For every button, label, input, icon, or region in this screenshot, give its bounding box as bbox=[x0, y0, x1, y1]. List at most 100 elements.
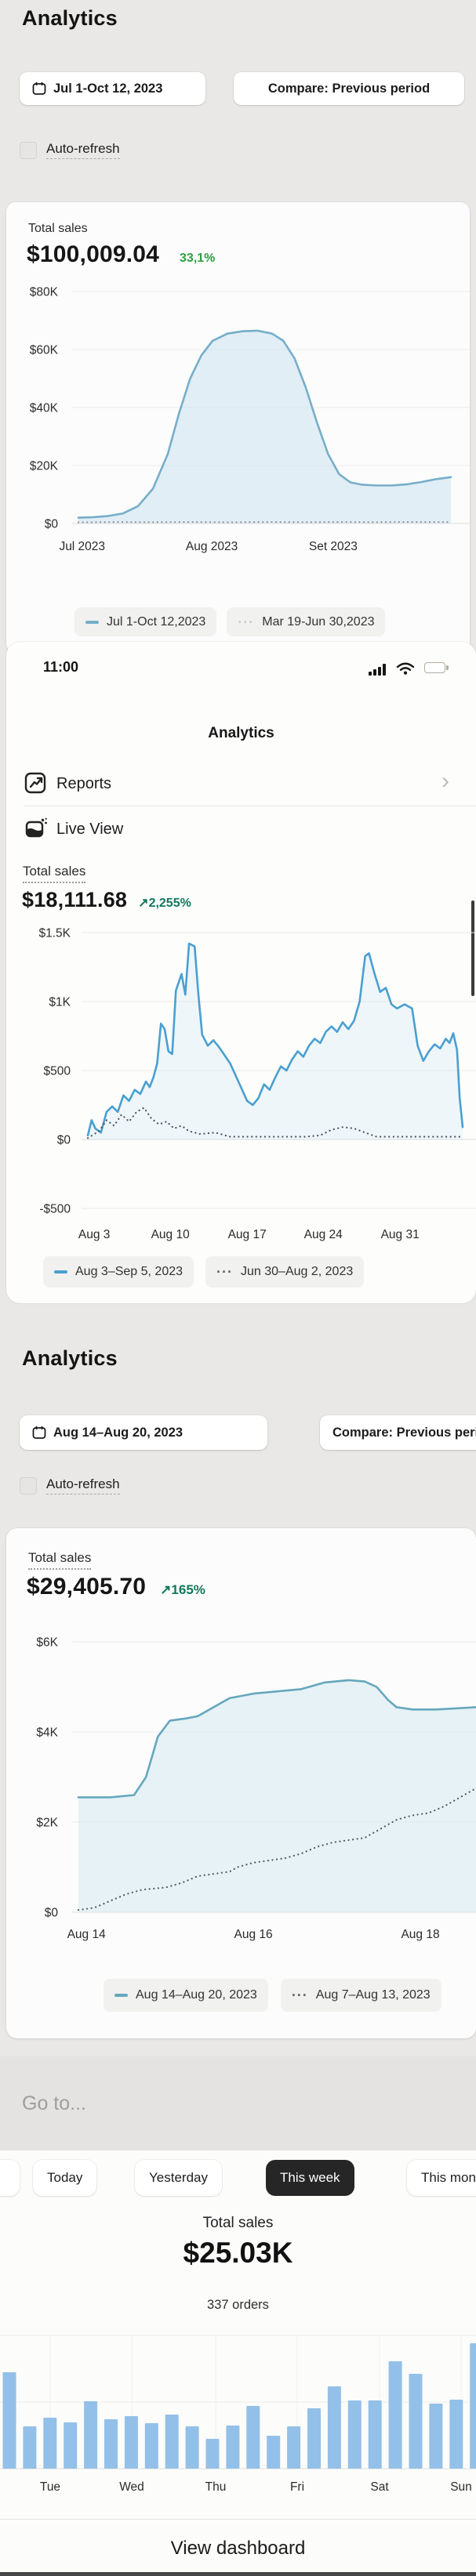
svg-text:$0: $0 bbox=[45, 1907, 59, 1920]
calendar-icon bbox=[32, 1426, 46, 1440]
mobile-screen-panel: 11:00 Analytics Reports bbox=[6, 642, 476, 1303]
metric-value: $18,111.68 bbox=[22, 888, 128, 911]
battery-icon bbox=[424, 662, 449, 673]
date-range-button[interactable]: Aug 14–Aug 20, 2023 bbox=[20, 1415, 267, 1450]
solid-line-swatch bbox=[114, 1994, 128, 1997]
pill-this-week[interactable]: This week bbox=[266, 2160, 354, 2196]
legend-current-period[interactable]: Aug 3–Sep 5, 2023 bbox=[43, 1256, 194, 1288]
signal-strength-icon bbox=[369, 664, 386, 676]
svg-text:$20K: $20K bbox=[30, 460, 59, 473]
metric-label: Total sales bbox=[28, 222, 88, 235]
legend-current-period[interactable]: Aug 14–Aug 20, 2023 bbox=[104, 1979, 268, 2012]
legend-label: Aug 14–Aug 20, 2023 bbox=[136, 1988, 257, 2002]
svg-text:Sat: Sat bbox=[370, 2480, 389, 2494]
total-sales-card-1: Total sales $100,009.04 33,1% $80K $60K $4… bbox=[6, 202, 470, 653]
legend-previous-period[interactable]: ··· Jun 30–Aug 2, 2023 bbox=[205, 1256, 365, 1288]
compare-button[interactable]: Compare: Previous period bbox=[234, 72, 464, 105]
svg-text:$6K: $6K bbox=[36, 1636, 58, 1650]
legend-label: Jun 30–Aug 2, 2023 bbox=[241, 1265, 354, 1278]
svg-text:Set 2023: Set 2023 bbox=[309, 540, 358, 553]
legend-previous-period[interactable]: ··· Aug 7–Aug 13, 2023 bbox=[280, 1979, 441, 2012]
solid-line-swatch bbox=[54, 1270, 67, 1274]
svg-text:Tue: Tue bbox=[40, 2480, 60, 2494]
reports-label: Reports bbox=[56, 775, 112, 792]
pill-yesterday[interactable]: Yesterday bbox=[135, 2160, 222, 2196]
compare-label: Compare: Previous period bbox=[332, 1425, 476, 1440]
date-range-button[interactable]: Jul 1-Oct 12, 2023 bbox=[20, 72, 205, 105]
view-dashboard-link[interactable]: View dashboard bbox=[170, 2538, 306, 2559]
auto-refresh-control[interactable]: Auto-refresh bbox=[20, 1476, 120, 1495]
svg-text:Aug 14: Aug 14 bbox=[67, 1928, 107, 1941]
live-sales-line-chart: $1.5K $1K $500 $0 -$500 Aug 3 Aug 10 Aug 17 Aug … bbox=[38, 927, 476, 1241]
scrollbar-thumb[interactable] bbox=[471, 900, 474, 996]
legend-label: Jul 1-Oct 12,2023 bbox=[107, 614, 206, 629]
live-view-icon bbox=[24, 817, 48, 845]
svg-text:Sun: Sun bbox=[450, 2480, 472, 2494]
page-title: Analytics bbox=[22, 6, 118, 30]
legend-current-period[interactable]: Jul 1-Oct 12,2023 bbox=[74, 607, 217, 636]
svg-text:Jul 2023: Jul 2023 bbox=[59, 540, 105, 553]
auto-refresh-label: Auto-refresh bbox=[46, 1476, 120, 1495]
legend-label: Aug 7–Aug 13, 2023 bbox=[315, 1988, 431, 2002]
goto-placeholder: Go to... bbox=[22, 2092, 86, 2114]
svg-text:$60K: $60K bbox=[30, 344, 59, 357]
mobile-page-title: Analytics bbox=[208, 725, 274, 741]
summary-orders: 337 orders bbox=[207, 2298, 269, 2312]
svg-text:Thu: Thu bbox=[205, 2480, 227, 2494]
auto-refresh-checkbox[interactable] bbox=[20, 1476, 37, 1495]
svg-text:Aug 24: Aug 24 bbox=[304, 1228, 343, 1241]
summary-value: $25.03K bbox=[183, 2237, 293, 2269]
total-sales-card-2: Total sales $29,405.70 ↗165% $6K $4K $2K $0… bbox=[6, 1528, 476, 2038]
svg-text:$0: $0 bbox=[57, 1134, 71, 1147]
svg-text:Fri: Fri bbox=[290, 2480, 304, 2494]
metric-value: $100,009.04 bbox=[27, 241, 160, 267]
total-sales-line-chart-2: $6K $4K $2K $0 Aug 14 Aug 16 Aug 18 bbox=[36, 1636, 476, 1941]
compare-button[interactable]: Compare: Previous period bbox=[320, 1415, 476, 1450]
live-view-label: Live View bbox=[56, 821, 124, 838]
svg-text:Aug 17: Aug 17 bbox=[228, 1228, 267, 1241]
pill-partial-left[interactable] bbox=[0, 2160, 20, 2196]
legend-label: Mar 19-Jun 30,2023 bbox=[262, 614, 375, 629]
svg-text:$40K: $40K bbox=[30, 402, 59, 415]
weekly-sales-bar-chart: Tue Wed Thu Fri Sat Sun bbox=[0, 2335, 476, 2494]
metric-value: $29,405.70 bbox=[27, 1574, 147, 1600]
legend-previous-period[interactable]: ··· Mar 19-Jun 30,2023 bbox=[227, 607, 386, 636]
svg-text:Aug 31: Aug 31 bbox=[381, 1228, 420, 1241]
svg-text:Wed: Wed bbox=[119, 2480, 144, 2494]
reports-icon bbox=[24, 770, 48, 799]
auto-refresh-label: Auto-refresh bbox=[46, 141, 120, 159]
pill-today[interactable]: Today bbox=[33, 2160, 97, 2196]
svg-text:Aug 16: Aug 16 bbox=[234, 1928, 273, 1941]
solid-line-swatch bbox=[85, 620, 99, 624]
menu-item-live-view[interactable]: Live View bbox=[6, 813, 476, 849]
menu-item-reports[interactable]: Reports › bbox=[6, 766, 476, 803]
metric-delta: ↗2,255% bbox=[138, 897, 191, 910]
svg-text:$500: $500 bbox=[44, 1065, 71, 1078]
wifi-icon bbox=[396, 661, 415, 679]
svg-text:$0: $0 bbox=[45, 518, 59, 531]
date-range-label: Jul 1-Oct 12, 2023 bbox=[53, 81, 163, 96]
trend-up-icon: ↗ bbox=[160, 1582, 172, 1597]
svg-text:-$500: -$500 bbox=[39, 1203, 71, 1216]
bottom-edge-strip bbox=[0, 2572, 476, 2576]
auto-refresh-control[interactable]: Auto-refresh bbox=[20, 141, 120, 159]
page-title: Analytics bbox=[22, 1346, 118, 1370]
svg-text:$2K: $2K bbox=[36, 1817, 58, 1830]
metric-delta: ↗165% bbox=[160, 1582, 205, 1597]
pill-this-month[interactable]: This month bbox=[407, 2160, 476, 2196]
summary-label: Total sales bbox=[202, 2215, 274, 2231]
compare-label: Compare: Previous period bbox=[267, 81, 431, 96]
svg-text:$1K: $1K bbox=[49, 996, 71, 1009]
svg-text:$80K: $80K bbox=[30, 286, 59, 299]
metric-label[interactable]: Total sales bbox=[23, 864, 86, 883]
metric-label[interactable]: Total sales bbox=[28, 1550, 92, 1570]
chevron-right-icon: › bbox=[441, 768, 449, 794]
footer-divider bbox=[0, 2519, 476, 2520]
legend-label: Aug 3–Sep 5, 2023 bbox=[75, 1265, 183, 1278]
svg-text:$1.5K: $1.5K bbox=[38, 927, 71, 940]
goto-search-input[interactable]: Go to... bbox=[0, 2056, 476, 2150]
auto-refresh-checkbox[interactable] bbox=[20, 141, 37, 159]
calendar-icon bbox=[32, 82, 46, 96]
